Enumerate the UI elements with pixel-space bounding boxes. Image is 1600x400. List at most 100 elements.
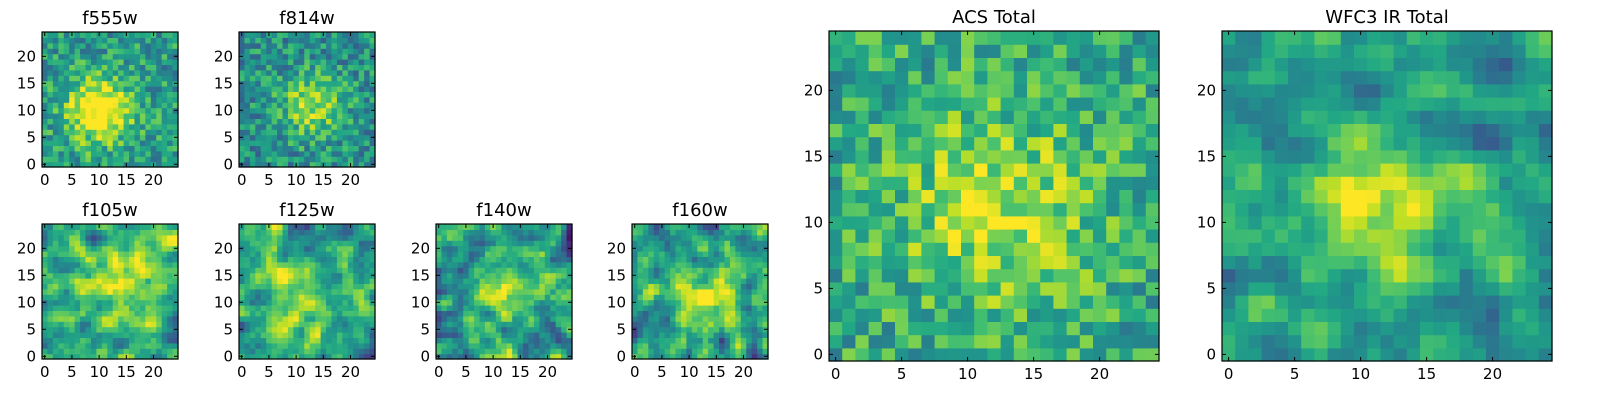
heatmap-cell	[1132, 70, 1147, 85]
heatmap-cell	[342, 75, 349, 82]
heatmap-cell	[63, 278, 70, 284]
heatmap-cell	[320, 283, 327, 290]
heatmap-cell	[172, 229, 179, 236]
heatmap-cell	[1354, 189, 1368, 204]
heatmap-cell	[145, 42, 152, 49]
heatmap-cell	[80, 80, 87, 87]
heatmap-cell	[304, 240, 311, 247]
heatmap-cell	[719, 294, 726, 301]
heatmap-cell	[1314, 163, 1329, 177]
heatmap-cell	[369, 278, 376, 284]
heatmap-cell	[150, 337, 157, 344]
heatmap-cell	[96, 272, 103, 279]
heatmap-cell	[347, 288, 354, 295]
heatmap-cell	[167, 64, 174, 71]
heatmap-cell	[156, 299, 163, 306]
heatmap-cell	[139, 321, 146, 328]
heatmap-cell	[266, 48, 273, 55]
heatmap-cell	[277, 294, 284, 301]
heatmap-cell	[156, 75, 163, 82]
heatmap-cell	[539, 251, 546, 257]
heatmap-cell	[642, 353, 649, 360]
heatmap-cell	[358, 278, 365, 284]
heatmap-cell	[266, 326, 273, 333]
heatmap-cell	[298, 140, 305, 146]
heatmap-cell	[347, 348, 354, 355]
heatmap-cell	[167, 102, 174, 109]
heatmap-cell	[129, 96, 136, 103]
heatmap-cell	[632, 261, 639, 268]
heatmap-cell	[934, 44, 949, 58]
heatmap-cell	[145, 294, 152, 301]
heatmap-cell	[358, 234, 365, 241]
heatmap-cell	[1027, 163, 1041, 177]
heatmap-cell	[287, 251, 294, 257]
heatmap-cell	[855, 229, 870, 243]
heatmap-cell	[436, 310, 443, 317]
heatmap-cell	[167, 134, 174, 141]
heatmap-cell	[96, 140, 103, 146]
heatmap-cell	[326, 305, 333, 311]
heatmap-cell	[474, 315, 481, 322]
heatmap-cell	[506, 272, 513, 279]
x-tick-label: 10	[680, 363, 699, 381]
heatmap-cell	[1119, 295, 1134, 309]
heatmap-cell	[1000, 255, 1015, 270]
heatmap-cell	[58, 129, 65, 136]
heatmap-cell	[326, 129, 333, 136]
x-tick-label: 10	[90, 171, 109, 189]
heatmap-cell	[139, 86, 146, 92]
heatmap-cell	[908, 149, 922, 164]
heatmap-cell	[63, 272, 70, 279]
heatmap-cell	[96, 288, 103, 295]
heatmap-cell	[167, 234, 174, 241]
heatmap-cell	[63, 342, 70, 349]
heatmap-cell	[751, 245, 758, 252]
heatmap-cell	[1406, 295, 1421, 309]
heatmap-cell	[260, 37, 267, 44]
heatmap-cell	[446, 337, 453, 344]
heatmap-cell	[353, 342, 360, 349]
heatmap-cell	[260, 118, 267, 125]
heatmap-cell	[129, 240, 136, 247]
heatmap-cell	[239, 229, 246, 236]
heatmap-cell	[58, 113, 65, 119]
panel-title: f160w	[672, 200, 727, 221]
heatmap-cell	[249, 229, 256, 236]
heatmap-cell	[528, 299, 535, 306]
heatmap-cell	[145, 156, 152, 163]
heatmap-cell	[632, 342, 639, 349]
heatmap-cell	[517, 305, 524, 311]
heatmap-cell	[1486, 321, 1500, 336]
heatmap-cell	[255, 283, 262, 290]
heatmap-cell	[347, 42, 354, 49]
heatmap-cell	[58, 251, 65, 257]
heatmap-cell	[145, 326, 152, 333]
heatmap-cell	[342, 224, 349, 230]
heatmap-cell	[974, 70, 988, 85]
heatmap-cell	[1274, 347, 1289, 362]
heatmap-cell	[751, 315, 758, 322]
heatmap-cell	[96, 234, 103, 241]
heatmap-cell	[47, 267, 54, 274]
heatmap-cell	[457, 283, 464, 290]
heatmap-cell	[52, 53, 59, 60]
heatmap-cell	[479, 342, 486, 349]
heatmap-cell	[287, 240, 294, 247]
heatmap-cell	[320, 288, 327, 295]
heatmap-cell	[255, 245, 262, 252]
heatmap-cell	[271, 145, 278, 152]
heatmap-cell	[1013, 123, 1028, 138]
heatmap-cell	[134, 140, 141, 146]
heatmap-cell	[364, 75, 371, 82]
heatmap-cell	[1301, 295, 1315, 309]
heatmap-cell	[740, 240, 747, 247]
heatmap-cell	[80, 53, 87, 60]
heatmap-cell	[150, 156, 157, 163]
heatmap-cell	[895, 255, 909, 270]
heatmap-cell	[501, 294, 508, 301]
heatmap-cell	[1393, 229, 1408, 243]
heatmap-cell	[369, 234, 376, 241]
heatmap-cell	[1235, 268, 1249, 283]
heatmap-cell	[757, 278, 764, 284]
